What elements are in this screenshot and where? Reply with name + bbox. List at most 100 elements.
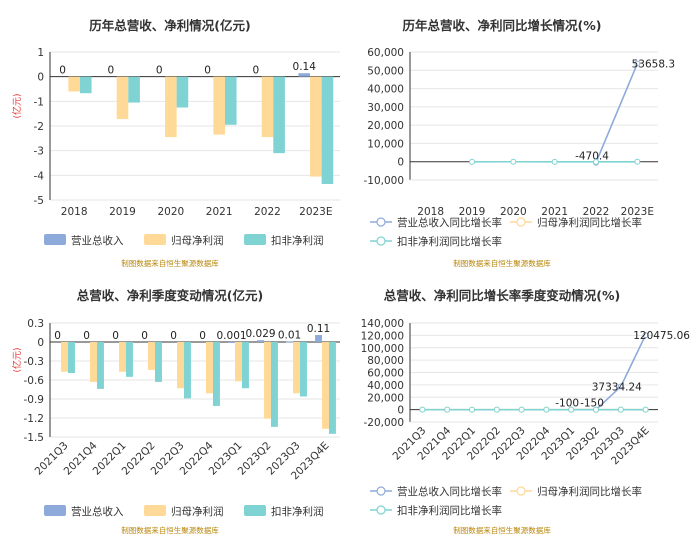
legend-swatch-deducted_profit bbox=[244, 234, 266, 245]
series-point-deducted_profit bbox=[618, 407, 623, 412]
data-label: 0 bbox=[54, 330, 61, 342]
chart-panel-annual-growth: 历年总营收、净利同比增长情况(%)-10,000010,00020,00030,… bbox=[363, 18, 675, 268]
bar-deducted_profit bbox=[184, 342, 191, 398]
legend-swatch-revenue bbox=[44, 505, 66, 516]
chart-title: 总营收、净利季度变动情况(亿元) bbox=[77, 288, 263, 303]
x-tick-label: 2018 bbox=[61, 206, 88, 218]
bar-deducted_profit bbox=[126, 342, 133, 377]
data-label: 0 bbox=[156, 65, 163, 77]
data-label: -150 bbox=[580, 398, 604, 410]
y-tick-label: 40,000 bbox=[367, 84, 404, 96]
bar-deducted_profit bbox=[273, 77, 285, 153]
legend-swatch-parent_profit bbox=[144, 505, 166, 516]
legend-label: 归母净利润同比增长率 bbox=[537, 485, 642, 498]
bar-revenue bbox=[286, 341, 293, 342]
series-point-deducted_profit bbox=[635, 159, 640, 164]
data-label: 0 bbox=[83, 330, 90, 342]
x-tick-label: 2019 bbox=[109, 206, 136, 218]
series-point-deducted_profit bbox=[552, 159, 557, 164]
bar-deducted_profit bbox=[97, 342, 104, 389]
data-label: 0 bbox=[108, 65, 115, 77]
y-tick-label: 100,000 bbox=[361, 343, 404, 355]
data-label: 0.01 bbox=[278, 329, 301, 341]
legend-marker-parent_profit bbox=[517, 487, 525, 495]
y-tick-label: -1.2 bbox=[24, 413, 45, 425]
data-label: 0 bbox=[112, 330, 119, 342]
bar-parent_profit bbox=[117, 77, 129, 119]
data-label: 0.029 bbox=[246, 328, 276, 340]
series-line-revenue bbox=[596, 64, 637, 163]
y-tick-label: 50,000 bbox=[367, 65, 404, 77]
legend-label: 营业总收入同比增长率 bbox=[397, 216, 502, 229]
x-tick-label: 2023E bbox=[299, 206, 332, 218]
y-tick-label: -20,000 bbox=[363, 417, 404, 429]
chart-title: 历年总营收、净利情况(亿元) bbox=[89, 18, 250, 33]
y-tick-label: 0 bbox=[397, 405, 404, 417]
y-tick-label: 10,000 bbox=[367, 138, 404, 150]
data-label: 0 bbox=[253, 65, 260, 77]
legend-label: 营业总收入 bbox=[71, 234, 124, 247]
bar-revenue bbox=[315, 335, 322, 342]
x-tick-label: 2022 bbox=[254, 206, 281, 218]
y-tick-label: -1.5 bbox=[24, 432, 45, 444]
data-label: -470.4 bbox=[575, 151, 609, 163]
y-tick-label: 20,000 bbox=[367, 120, 404, 132]
y-tick-label: 80,000 bbox=[367, 355, 404, 367]
data-label: 0 bbox=[141, 330, 148, 342]
bar-deducted_profit bbox=[271, 342, 278, 427]
bar-deducted_profit bbox=[242, 342, 249, 388]
bar-revenue bbox=[257, 340, 264, 342]
y-axis-unit-label: (亿元) bbox=[11, 93, 23, 118]
y-tick-label: 120,000 bbox=[361, 330, 404, 342]
y-tick-label: -3 bbox=[34, 146, 44, 158]
series-point-deducted_profit bbox=[594, 407, 599, 412]
bar-parent_profit bbox=[322, 342, 329, 429]
bar-parent_profit bbox=[119, 342, 126, 372]
bar-parent_profit bbox=[262, 77, 274, 137]
data-label: 0 bbox=[204, 65, 211, 77]
source-note: 制图数据来自恒生聚源数据库 bbox=[453, 258, 551, 268]
bar-deducted_profit bbox=[80, 77, 92, 94]
bar-parent_profit bbox=[293, 342, 300, 393]
x-tick-label: 2020 bbox=[157, 206, 184, 218]
series-point-deducted_profit bbox=[470, 159, 475, 164]
legend-label: 归母净利润同比增长率 bbox=[537, 216, 642, 229]
y-tick-label: 0 bbox=[37, 337, 44, 349]
bar-deducted_profit bbox=[225, 77, 237, 125]
legend-label: 归母净利润 bbox=[171, 505, 224, 518]
bar-deducted_profit bbox=[155, 342, 162, 382]
y-tick-label: -4 bbox=[34, 170, 45, 182]
source-note: 制图数据来自恒生聚源数据库 bbox=[121, 525, 219, 535]
legend-marker-revenue bbox=[377, 487, 385, 495]
bar-deducted_profit bbox=[128, 77, 140, 103]
y-axis-unit-label: (亿元) bbox=[11, 347, 23, 372]
bar-parent_profit bbox=[90, 342, 97, 382]
data-label: -100 bbox=[555, 398, 579, 410]
legend-label: 归母净利润 bbox=[171, 234, 224, 247]
legend-swatch-revenue bbox=[44, 234, 66, 245]
bar-parent_profit bbox=[165, 77, 177, 137]
bar-revenue bbox=[228, 342, 235, 343]
data-label: 0.001 bbox=[217, 330, 247, 342]
bar-deducted_profit bbox=[177, 77, 189, 108]
bar-parent_profit bbox=[264, 342, 271, 419]
y-tick-label: 20,000 bbox=[367, 392, 404, 404]
data-label: 0.11 bbox=[307, 323, 330, 335]
y-tick-label: 0 bbox=[397, 157, 404, 169]
legend-marker-parent_profit bbox=[517, 218, 525, 226]
chart-title: 历年总营收、净利同比增长情况(%) bbox=[403, 18, 602, 33]
legend-label: 营业总收入同比增长率 bbox=[397, 485, 502, 498]
series-point-deducted_profit bbox=[470, 407, 475, 412]
data-label: 37334.24 bbox=[592, 382, 642, 394]
legend-label: 扣非净利润 bbox=[271, 505, 324, 518]
y-tick-label: -1 bbox=[34, 96, 44, 108]
y-tick-label: 0.3 bbox=[27, 318, 44, 330]
series-point-deducted_profit bbox=[569, 407, 574, 412]
x-tick-label: 2020 bbox=[500, 206, 527, 218]
bar-deducted_profit bbox=[68, 342, 75, 373]
y-tick-label: 1 bbox=[37, 47, 44, 59]
y-tick-label: -0.9 bbox=[24, 394, 45, 406]
y-tick-label: -5 bbox=[34, 195, 44, 207]
bar-parent_profit bbox=[206, 342, 213, 393]
